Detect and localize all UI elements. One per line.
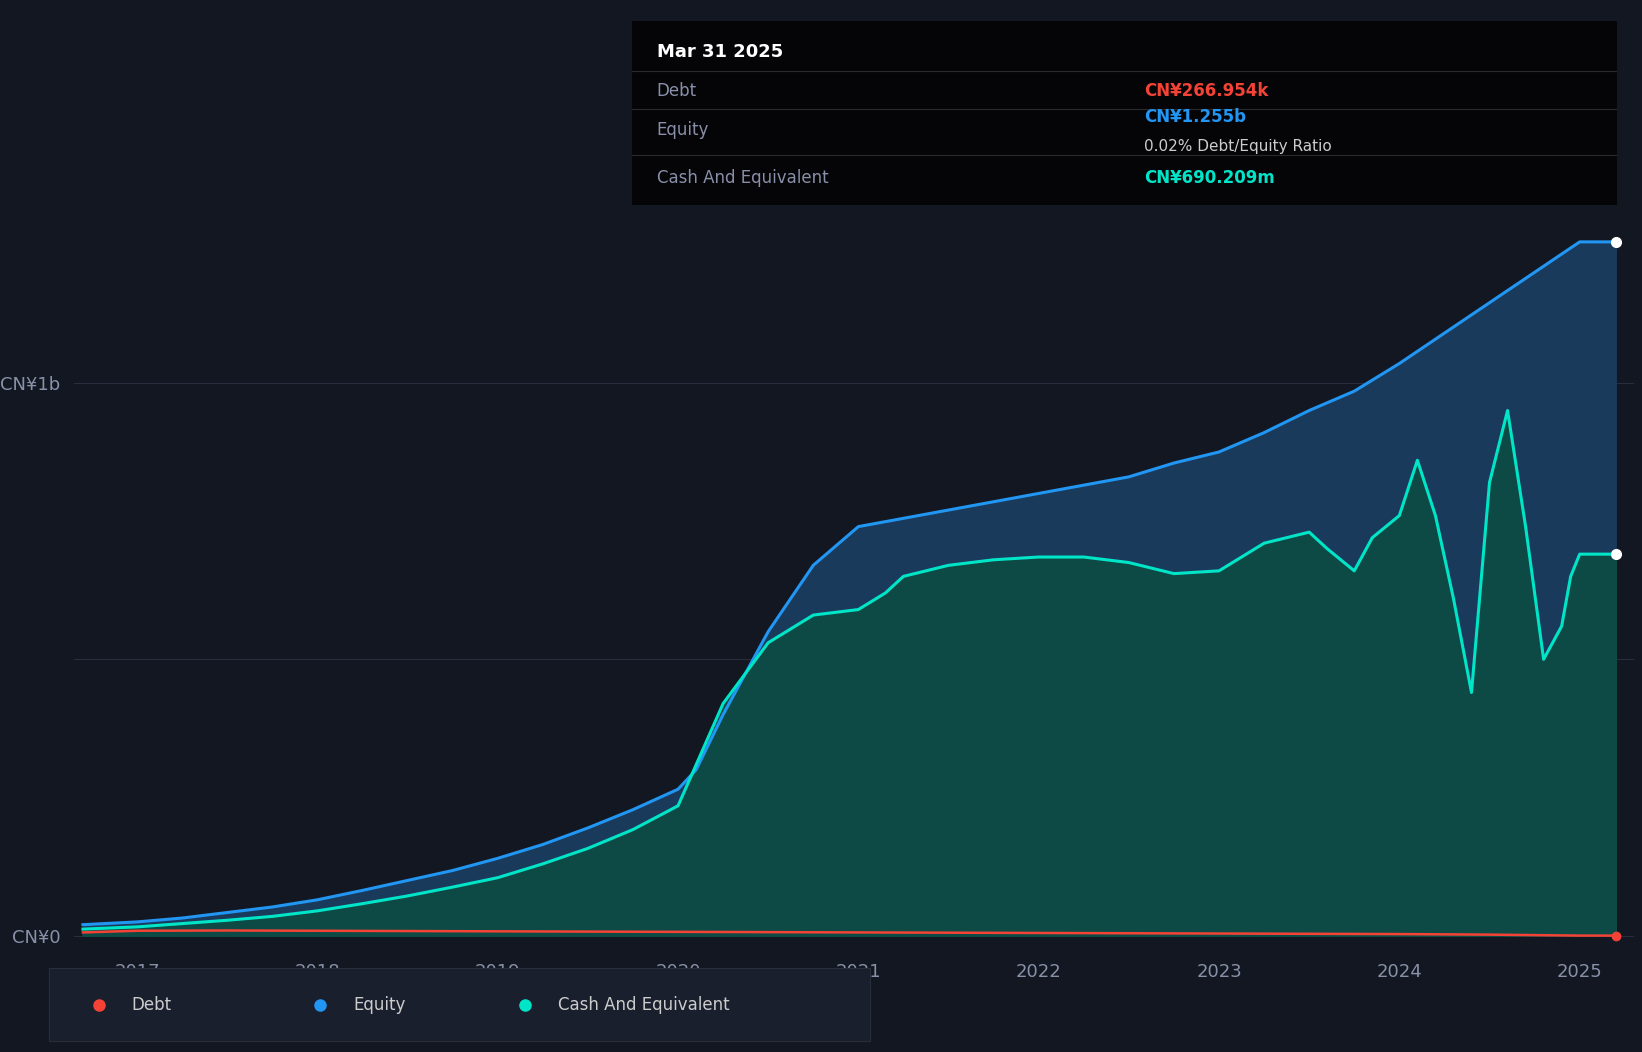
Text: CN¥266.954k: CN¥266.954k [1144, 82, 1269, 100]
Text: Debt: Debt [131, 995, 171, 1014]
Text: Mar 31 2025: Mar 31 2025 [657, 43, 783, 61]
Text: Equity: Equity [657, 121, 709, 139]
Text: Cash And Equivalent: Cash And Equivalent [657, 168, 829, 186]
Text: Debt: Debt [657, 82, 696, 100]
Text: Cash And Equivalent: Cash And Equivalent [558, 995, 731, 1014]
Text: CN¥690.209m: CN¥690.209m [1144, 168, 1276, 186]
Text: Equity: Equity [353, 995, 406, 1014]
Text: 0.02% Debt/Equity Ratio: 0.02% Debt/Equity Ratio [1144, 139, 1332, 154]
Text: CN¥1.255b: CN¥1.255b [1144, 107, 1246, 126]
